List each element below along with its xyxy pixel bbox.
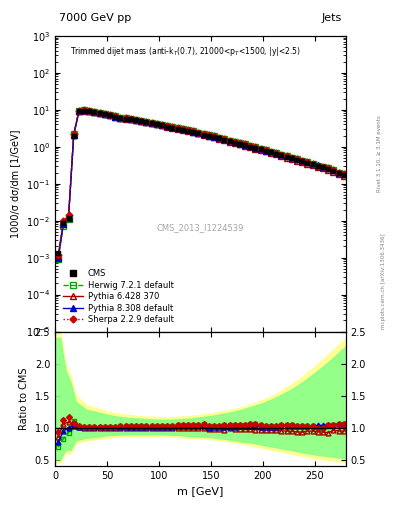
Pythia 6.428 370: [56, 253, 61, 259]
Line: Herwig 7.2.1 default: Herwig 7.2.1 default: [55, 108, 347, 262]
CMS: [222, 137, 227, 143]
Text: 7000 GeV pp: 7000 GeV pp: [59, 13, 131, 23]
Sherpa 2.2.9 default: [342, 171, 346, 177]
Herwig 7.2.1 default: [82, 108, 86, 114]
Pythia 8.308 default: [222, 136, 227, 142]
Herwig 7.2.1 default: [279, 152, 284, 158]
CMS: [279, 152, 284, 158]
Sherpa 2.2.9 default: [61, 219, 66, 225]
X-axis label: m [GeV]: m [GeV]: [177, 486, 224, 496]
Herwig 7.2.1 default: [222, 136, 227, 142]
Pythia 8.308 default: [56, 254, 61, 261]
Herwig 7.2.1 default: [248, 143, 253, 149]
Pythia 6.428 370: [61, 219, 66, 225]
Line: Pythia 8.308 default: Pythia 8.308 default: [55, 108, 347, 261]
Pythia 6.428 370: [237, 141, 242, 147]
CMS: [82, 108, 86, 114]
Pythia 8.308 default: [237, 140, 242, 146]
Pythia 8.308 default: [61, 221, 66, 227]
Herwig 7.2.1 default: [61, 223, 66, 229]
Herwig 7.2.1 default: [165, 123, 169, 129]
CMS: [56, 250, 61, 257]
Line: Sherpa 2.2.9 default: Sherpa 2.2.9 default: [56, 108, 346, 257]
Sherpa 2.2.9 default: [56, 251, 61, 258]
Y-axis label: Ratio to CMS: Ratio to CMS: [19, 368, 29, 430]
Text: CMS_2013_I1224539: CMS_2013_I1224539: [157, 224, 244, 232]
Sherpa 2.2.9 default: [279, 152, 284, 158]
Pythia 6.428 370: [248, 144, 253, 151]
Herwig 7.2.1 default: [56, 256, 61, 262]
Text: Trimmed dijet mass (anti-k$_T$(0.7), 21000<p$_T$<1500, |y|<2.5): Trimmed dijet mass (anti-k$_T$(0.7), 210…: [70, 45, 300, 58]
Pythia 8.308 default: [165, 123, 169, 130]
Pythia 6.428 370: [279, 153, 284, 159]
CMS: [61, 220, 66, 226]
Herwig 7.2.1 default: [237, 140, 242, 146]
Pythia 8.308 default: [342, 171, 346, 177]
Line: CMS: CMS: [56, 108, 346, 256]
Text: Rivet 3.1.10, ≥ 3.1M events: Rivet 3.1.10, ≥ 3.1M events: [377, 115, 382, 192]
Pythia 8.308 default: [82, 108, 86, 114]
Pythia 6.428 370: [222, 137, 227, 143]
Legend: CMS, Herwig 7.2.1 default, Pythia 6.428 370, Pythia 8.308 default, Sherpa 2.2.9 : CMS, Herwig 7.2.1 default, Pythia 6.428 …: [59, 266, 177, 327]
Text: Jets: Jets: [321, 13, 342, 23]
Sherpa 2.2.9 default: [248, 143, 253, 149]
Pythia 8.308 default: [279, 152, 284, 158]
Sherpa 2.2.9 default: [165, 123, 169, 129]
CMS: [165, 123, 169, 130]
CMS: [248, 144, 253, 150]
Pythia 6.428 370: [165, 123, 169, 130]
Pythia 6.428 370: [82, 108, 86, 114]
Pythia 8.308 default: [248, 143, 253, 150]
Text: mcplots.cern.ch [arXiv:1306.3436]: mcplots.cern.ch [arXiv:1306.3436]: [381, 234, 386, 329]
Line: Pythia 6.428 370: Pythia 6.428 370: [55, 108, 347, 259]
Sherpa 2.2.9 default: [237, 140, 242, 146]
CMS: [237, 141, 242, 147]
Sherpa 2.2.9 default: [222, 136, 227, 142]
Pythia 6.428 370: [342, 173, 346, 179]
Y-axis label: 1000/σ dσ/dm [1/GeV]: 1000/σ dσ/dm [1/GeV]: [10, 130, 20, 238]
Sherpa 2.2.9 default: [82, 107, 86, 113]
CMS: [342, 172, 346, 178]
Herwig 7.2.1 default: [342, 171, 346, 177]
